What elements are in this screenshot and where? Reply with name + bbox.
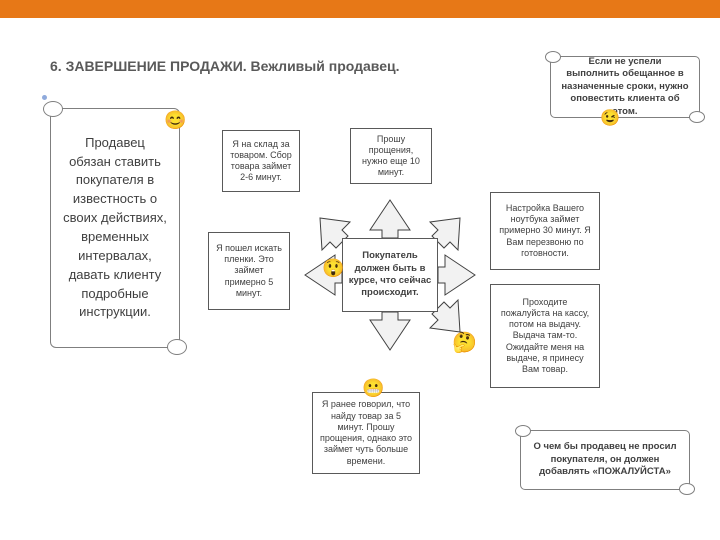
surprised-icon: 😲 bbox=[322, 258, 344, 280]
callout-top-right-text: Если не успели выполнить обещанное в наз… bbox=[561, 56, 689, 118]
wink-icon: 😉 bbox=[600, 108, 622, 130]
note-left-text: Я пошел искать пленки. Это займет пример… bbox=[215, 243, 283, 299]
main-scroll: Продавец обязан ставить покупателя в изв… bbox=[50, 108, 180, 348]
callout-top-right: Если не успели выполнить обещанное в наз… bbox=[550, 56, 700, 118]
note-right-lower: Проходите пожалуйста на кассу, потом на … bbox=[490, 284, 600, 388]
center-text: Покупатель должен быть в курсе, что сейч… bbox=[347, 250, 433, 299]
grimace-icon: 😬 bbox=[362, 378, 384, 400]
note-right-lower-text: Проходите пожалуйста на кассу, потом на … bbox=[497, 297, 593, 376]
callout-bottom-right-text: О чем бы продавец не просил покупателя, … bbox=[531, 441, 679, 478]
thinking-icon: 🤔 bbox=[452, 330, 474, 352]
center-statement: Покупатель должен быть в курсе, что сейч… bbox=[342, 238, 438, 312]
note-bottom: Я ранее говорил, что найду товар за 5 ми… bbox=[312, 392, 420, 474]
main-scroll-text: Продавец обязан ставить покупателя в изв… bbox=[63, 134, 167, 322]
accent-bar bbox=[0, 0, 720, 18]
page-title: 6. ЗАВЕРШЕНИЕ ПРОДАЖИ. Вежливый продавец… bbox=[50, 58, 400, 74]
callout-bottom-right: О чем бы продавец не просил покупателя, … bbox=[520, 430, 690, 490]
note-upper-left: Я на склад за товаром. Сбор товара займе… bbox=[222, 130, 300, 192]
note-right-upper: Настройка Вашего ноутбука займет примерн… bbox=[490, 192, 600, 270]
note-right-upper-text: Настройка Вашего ноутбука займет примерн… bbox=[497, 203, 593, 259]
note-top: Прошу прощения, нужно еще 10 минут. bbox=[350, 128, 432, 184]
bullet-icon bbox=[42, 95, 47, 100]
note-top-text: Прошу прощения, нужно еще 10 минут. bbox=[357, 134, 425, 179]
note-left: Я пошел искать пленки. Это займет пример… bbox=[208, 232, 290, 310]
note-bottom-text: Я ранее говорил, что найду товар за 5 ми… bbox=[319, 399, 413, 467]
note-upper-left-text: Я на склад за товаром. Сбор товара займе… bbox=[229, 139, 293, 184]
smile-icon: 😊 bbox=[164, 110, 186, 132]
